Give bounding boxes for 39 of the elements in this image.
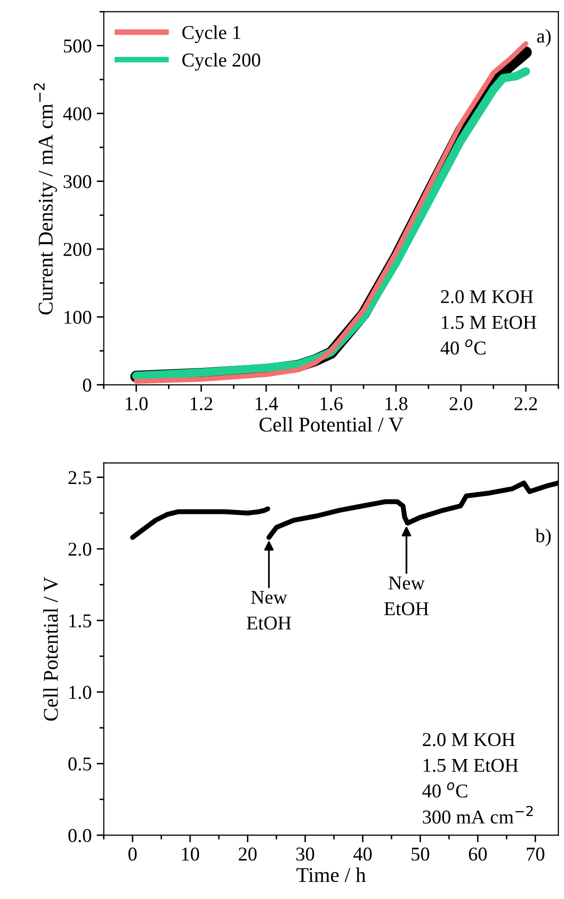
y-tick-label: 0 (82, 378, 92, 392)
y-tick-label: 500 (64, 39, 92, 53)
x-tick-label: 2.2 (514, 397, 537, 410)
x-axis-title: Cell Potential / V (259, 416, 404, 432)
x-tick-label: 1.6 (320, 397, 343, 410)
annotation: New EtOH (384, 576, 429, 616)
annotation: a) (537, 28, 551, 47)
x-tick-label: 70 (526, 848, 544, 861)
x-tick-label: 1.4 (256, 397, 278, 410)
y-tick-label: 0.0 (68, 828, 92, 842)
y-tick-label: 100 (64, 310, 92, 324)
x-tick-label: 60 (468, 848, 487, 861)
annotation: New EtOH (246, 590, 292, 630)
annotation: b) (535, 528, 551, 546)
x-tick-label: 20 (238, 848, 257, 861)
y-tick-label: 300 (64, 175, 92, 188)
y-tick-label: 1.5 (69, 614, 92, 628)
y-axis-title: Current Density / mA cm$^{−2}$ (34, 83, 57, 314)
x-tick-label: 50 (412, 848, 430, 861)
x-tick-label: 40 (353, 848, 372, 861)
y-tick-label: 200 (64, 242, 92, 256)
y-tick-label: 2.0 (68, 542, 92, 556)
annotation: 2.0 M KOH 1.5 M EtOH 40 $^{o}$C (440, 290, 536, 355)
x-axis-title: Time / h (296, 867, 366, 882)
x-tick-label: 0 (128, 848, 137, 861)
y-tick-label: 2.5 (68, 471, 92, 484)
x-tick-label: 1.0 (126, 397, 148, 410)
x-tick-label: 1.2 (190, 397, 212, 410)
legend-label: Cycle 1 (182, 25, 240, 44)
y-tick-label: 1.0 (69, 686, 92, 700)
annotation: 2.0 M KOH 1.5 M EtOH 40 $^{o}$C 300 mA cm$^{−2}$ (422, 733, 533, 824)
y-axis-title: Cell Potential / V (43, 576, 58, 721)
x-tick-label: 1.8 (386, 397, 408, 410)
x-tick-label: 10 (182, 848, 200, 861)
y-tick-label: 400 (63, 107, 92, 120)
x-tick-label: 2.0 (450, 397, 472, 410)
x-tick-label: 30 (296, 848, 314, 861)
legend-label: Cycle 200 (182, 52, 260, 71)
y-tick-label: 0.5 (68, 757, 92, 771)
